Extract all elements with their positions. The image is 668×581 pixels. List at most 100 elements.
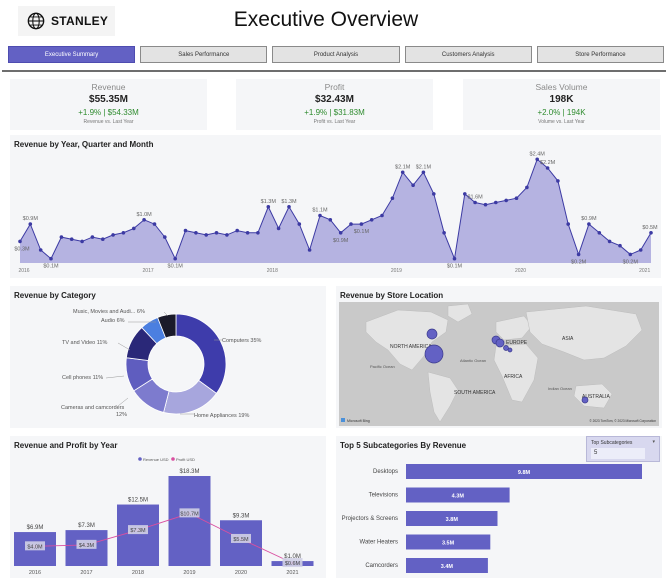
- donut-slice[interactable]: [157, 313, 177, 339]
- legend-label-profit: Profit USD: [176, 457, 195, 462]
- data-point[interactable]: [28, 222, 33, 226]
- data-point[interactable]: [328, 218, 333, 222]
- store-bubble[interactable]: [426, 328, 438, 340]
- data-point[interactable]: [452, 256, 457, 261]
- data-point[interactable]: [411, 183, 415, 187]
- data-point[interactable]: [163, 235, 167, 239]
- revenue-trend-chart[interactable]: $0.9M $0.3M $0.1M $1.0M $0.1M $1.3M $1.3M $1.1M…: [10, 135, 661, 278]
- data-point[interactable]: [359, 222, 364, 226]
- data-point[interactable]: [566, 222, 570, 226]
- data-point[interactable]: [80, 239, 84, 244]
- data-point[interactable]: [473, 200, 477, 205]
- store-bubble[interactable]: [503, 345, 509, 351]
- subcategory-bar[interactable]: [406, 534, 491, 550]
- subcategory-bar[interactable]: [406, 487, 510, 503]
- tab-sales-performance[interactable]: Sales Performance: [140, 46, 268, 63]
- data-point[interactable]: [245, 231, 250, 235]
- data-point[interactable]: [576, 252, 581, 257]
- data-point[interactable]: [421, 170, 426, 175]
- tab-store-performance[interactable]: Store Performance: [536, 46, 665, 63]
- data-point[interactable]: [49, 256, 53, 261]
- data-point[interactable]: [525, 185, 529, 190]
- tab-executive-summary[interactable]: Executive Summary: [8, 46, 136, 63]
- subcategory-bar[interactable]: [406, 464, 642, 479]
- category-donut-chart[interactable]: Computers 35% Home Appliances 19% Cameras …: [10, 286, 326, 428]
- data-point[interactable]: [173, 256, 177, 261]
- data-point[interactable]: [607, 239, 612, 244]
- revenue-bar[interactable]: [117, 504, 159, 566]
- subcategory-bar[interactable]: [406, 511, 498, 526]
- data-point[interactable]: [235, 228, 239, 233]
- x-axis-tick-label: 2017: [80, 570, 92, 576]
- slicer-value-input[interactable]: 5: [591, 448, 645, 459]
- top-subcategories-chart[interactable]: Desktops 9.8M Televisions 4.3M Projectors & …: [336, 436, 662, 578]
- data-point[interactable]: [338, 231, 343, 235]
- data-point[interactable]: [276, 226, 281, 231]
- tab-customers-analysis[interactable]: Customers Analysis: [404, 46, 532, 63]
- store-bubble[interactable]: [495, 338, 505, 348]
- data-point[interactable]: [183, 228, 188, 233]
- data-point[interactable]: [132, 226, 136, 231]
- leader-line: [117, 342, 131, 351]
- data-point[interactable]: [214, 231, 219, 235]
- data-point[interactable]: [535, 157, 539, 162]
- data-point[interactable]: [390, 196, 395, 200]
- data-point[interactable]: [597, 231, 602, 235]
- data-point[interactable]: [152, 222, 157, 226]
- data-point[interactable]: [545, 166, 550, 170]
- data-point[interactable]: [494, 200, 498, 205]
- revenue-bar[interactable]: [220, 520, 262, 566]
- data-point[interactable]: [101, 237, 105, 241]
- kpi-value: $55.35M: [89, 94, 128, 105]
- data-point[interactable]: [287, 205, 291, 209]
- data-point[interactable]: [556, 179, 560, 183]
- data-point[interactable]: [204, 233, 208, 237]
- data-point[interactable]: [649, 231, 653, 235]
- data-point[interactable]: [432, 192, 436, 196]
- data-point[interactable]: [400, 170, 405, 175]
- data-point[interactable]: [618, 243, 622, 248]
- data-point[interactable]: [504, 198, 509, 203]
- store-bubble[interactable]: [507, 347, 513, 353]
- data-point[interactable]: [628, 252, 633, 257]
- kpi-card-sales-volume[interactable]: Sales Volume 198K +2.0% | 194K Volume vs…: [463, 79, 660, 130]
- data-point[interactable]: [111, 233, 115, 237]
- data-point[interactable]: [59, 235, 64, 239]
- tab-product-analysis[interactable]: Product Analysis: [272, 46, 400, 63]
- data-point[interactable]: [194, 231, 198, 235]
- store-bubble[interactable]: [424, 344, 444, 364]
- data-point[interactable]: [514, 196, 519, 200]
- data-point[interactable]: [142, 218, 146, 222]
- kpi-card-profit[interactable]: Profit $32.43M +1.9% | $31.83M Profit vs…: [236, 79, 433, 130]
- data-point[interactable]: [90, 235, 95, 239]
- store-location-map[interactable]: NORTH AMERICA EUROPE ASIA AFRICA SOUTH A…: [336, 286, 662, 428]
- data-point[interactable]: [318, 213, 322, 218]
- data-point[interactable]: [69, 237, 74, 241]
- data-point[interactable]: [225, 233, 229, 237]
- top-subcategories-slicer[interactable]: Top Subcategories ▾ 5: [586, 436, 660, 462]
- data-point[interactable]: [256, 231, 260, 235]
- data-point[interactable]: [18, 239, 22, 244]
- subcategory-bar[interactable]: [406, 558, 488, 573]
- data-point[interactable]: [266, 205, 271, 209]
- data-point[interactable]: [38, 248, 43, 252]
- data-point[interactable]: [463, 192, 467, 196]
- data-point[interactable]: [442, 231, 446, 235]
- kpi-card-revenue[interactable]: Revenue $55.35M +1.9% | $54.33M Revenue …: [10, 79, 207, 130]
- store-bubble[interactable]: [581, 396, 589, 404]
- data-point[interactable]: [121, 231, 126, 235]
- data-point[interactable]: [369, 218, 374, 222]
- revenue-profit-chart[interactable]: Revenue USD Profit USD $6.9M 2016 $7.3M 2017 $…: [10, 436, 326, 578]
- revenue-bar[interactable]: [168, 476, 211, 566]
- data-point[interactable]: [638, 248, 643, 252]
- data-point[interactable]: [349, 222, 353, 226]
- chevron-down-icon[interactable]: ▾: [652, 439, 655, 445]
- data-point[interactable]: [307, 248, 312, 252]
- data-point[interactable]: [380, 213, 384, 218]
- donut-slice[interactable]: [175, 313, 227, 394]
- data-label: $1.3M: [261, 199, 277, 205]
- data-point[interactable]: [297, 222, 302, 226]
- data-label: $2.4M: [530, 151, 546, 157]
- data-point[interactable]: [483, 202, 488, 207]
- data-point[interactable]: [587, 222, 591, 226]
